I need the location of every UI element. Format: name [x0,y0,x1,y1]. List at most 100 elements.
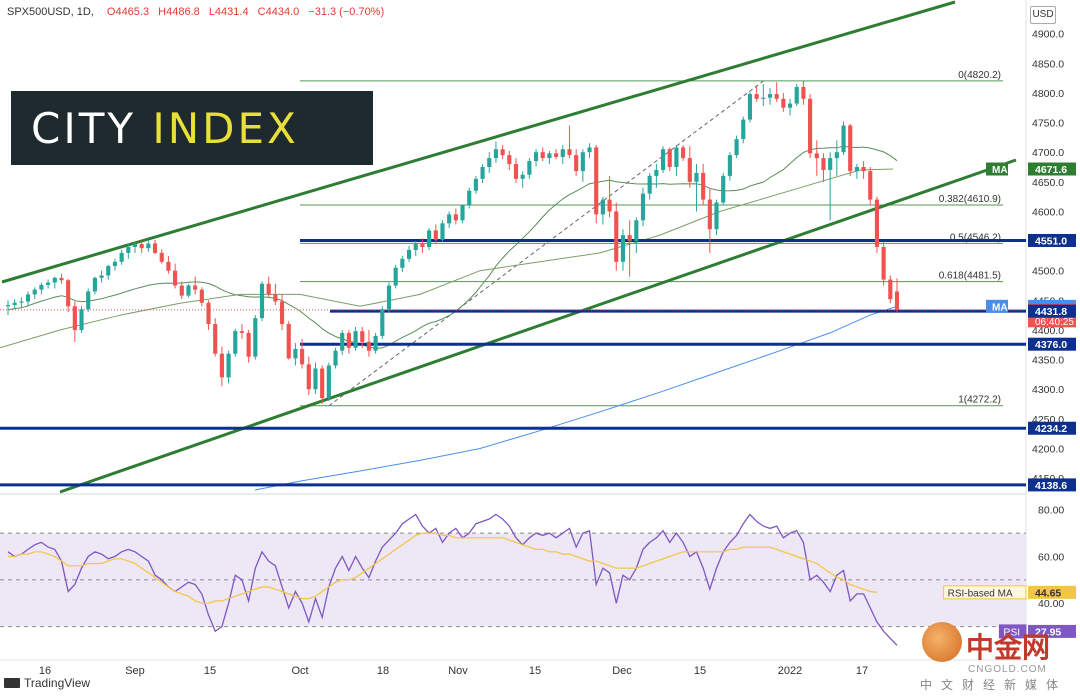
candle-body [173,270,178,286]
candle-body [447,214,452,224]
ma200-line [254,305,898,491]
candle-body [513,164,519,179]
candle-body [52,277,57,283]
candle-body [400,258,405,268]
candle-body [500,149,505,156]
price-badge-value: 4551.0 [1035,235,1067,247]
price-badge: 4671.6 MA [986,162,1076,176]
candle-body [493,149,499,159]
candle-body [560,149,565,157]
price-tick-label: 4750.0 [1032,118,1064,130]
candle-body [213,324,218,354]
symbol-header: SPX500USD, 1D, O4465.3 H4486.8 L4431.4 C… [7,6,390,18]
candle-body [206,302,211,325]
candle-body [467,190,472,206]
currency-button[interactable]: USD [1030,6,1056,24]
candle-body [687,158,692,182]
rsi-badge-value: 44.65 [1035,587,1061,599]
symbol-label[interactable]: SPX500USD, 1D, [7,6,94,18]
rsi-tick-label: 80.00 [1038,505,1064,517]
candle-body [861,166,866,172]
price-badges: 4671.6MA4551.04439.9MA4434.006:40:254431… [943,162,1076,639]
candle-body [634,220,639,242]
price-tick-label: 4600.0 [1032,206,1064,218]
candle-body [453,214,458,221]
time-tick-label: 16 [39,665,51,677]
candle-body [761,97,766,99]
cngold-watermark: 中金网 CNGOLD.COM 中文财经新媒体 [918,622,1080,699]
rsi-tag-bg [943,585,1027,600]
candle-body [179,285,184,296]
support-levels [0,238,1026,487]
channel-upper-line [1,0,956,284]
candle-body [406,249,412,259]
candle-body [19,301,24,303]
candle-body [219,353,224,378]
candle-body [808,98,813,154]
rsi-tick-label: 40.00 [1038,598,1064,610]
candle-body [106,265,111,276]
price-badge: 4551.0 [1028,233,1076,247]
low-value: L4431.4 [208,6,249,18]
candle-body [186,285,191,296]
price-tick-label: 4200.0 [1032,444,1064,456]
candle-body [139,244,144,249]
price-badge-bg [1028,162,1076,176]
candle-body [353,331,358,348]
candle-body [620,235,626,262]
price-badge-value: 4376.0 [1035,339,1067,351]
moving-averages [0,145,898,491]
city-index-logo: CITY INDEX [11,91,373,165]
candle-body [132,244,138,247]
candle-body [527,161,532,175]
candle-body [413,244,418,250]
candle-body [834,152,839,159]
candle-body [814,153,819,159]
fib-level-label: 0.5(4546.2) [950,232,1001,243]
price-tick-label: 4850.0 [1032,58,1064,70]
time-tick-label: Oct [291,665,308,677]
candle-body [199,289,204,303]
price-tick-label: 4800.0 [1032,88,1064,100]
time-tick-label: Dec [612,665,632,677]
candle-body [787,103,793,108]
ma-tag-bg [986,299,1008,313]
candle-body [366,341,372,351]
tradingview-footer[interactable]: TradingView [4,676,90,690]
candle-body [25,294,31,302]
ma50-line [7,145,898,349]
price-badge: 4431.8 [1028,304,1076,318]
candle-body [540,152,545,159]
candle-body [300,348,305,365]
time-tick-label: 18 [377,665,389,677]
rsi-badge-bg [1028,624,1076,638]
watermark-en: CNGOLD.COM [968,664,1047,675]
candle-body [727,155,732,176]
candle-body [320,368,325,399]
candle-body [507,155,512,165]
candle-body [79,309,84,330]
candle-body [266,283,271,295]
logo-text: CITY INDEX [31,104,299,153]
change-value: −31.3 (−0.70%) [308,6,385,18]
rsi-lines [7,513,898,646]
price-badge-value: 4431.8 [1035,306,1067,318]
price-tick-label: 4900.0 [1032,29,1064,41]
candle-body [747,94,753,120]
candle-body [741,119,746,140]
channel-lower-line [59,158,1017,494]
candle-body [554,153,559,157]
ma-tag-bg [986,162,1008,176]
candle-body [273,294,278,302]
candle-body [119,252,124,262]
rsi-badge-value: 27.95 [1035,626,1061,638]
candle-body [801,86,806,99]
ma-long-green [0,168,894,349]
candle-body [193,285,198,290]
candle-body [701,172,706,200]
candle-body [346,332,351,348]
fib-level-label: 1(4272.2) [958,395,1001,406]
price-badge-value: 4234.2 [1035,423,1067,435]
candle-body [166,261,171,271]
